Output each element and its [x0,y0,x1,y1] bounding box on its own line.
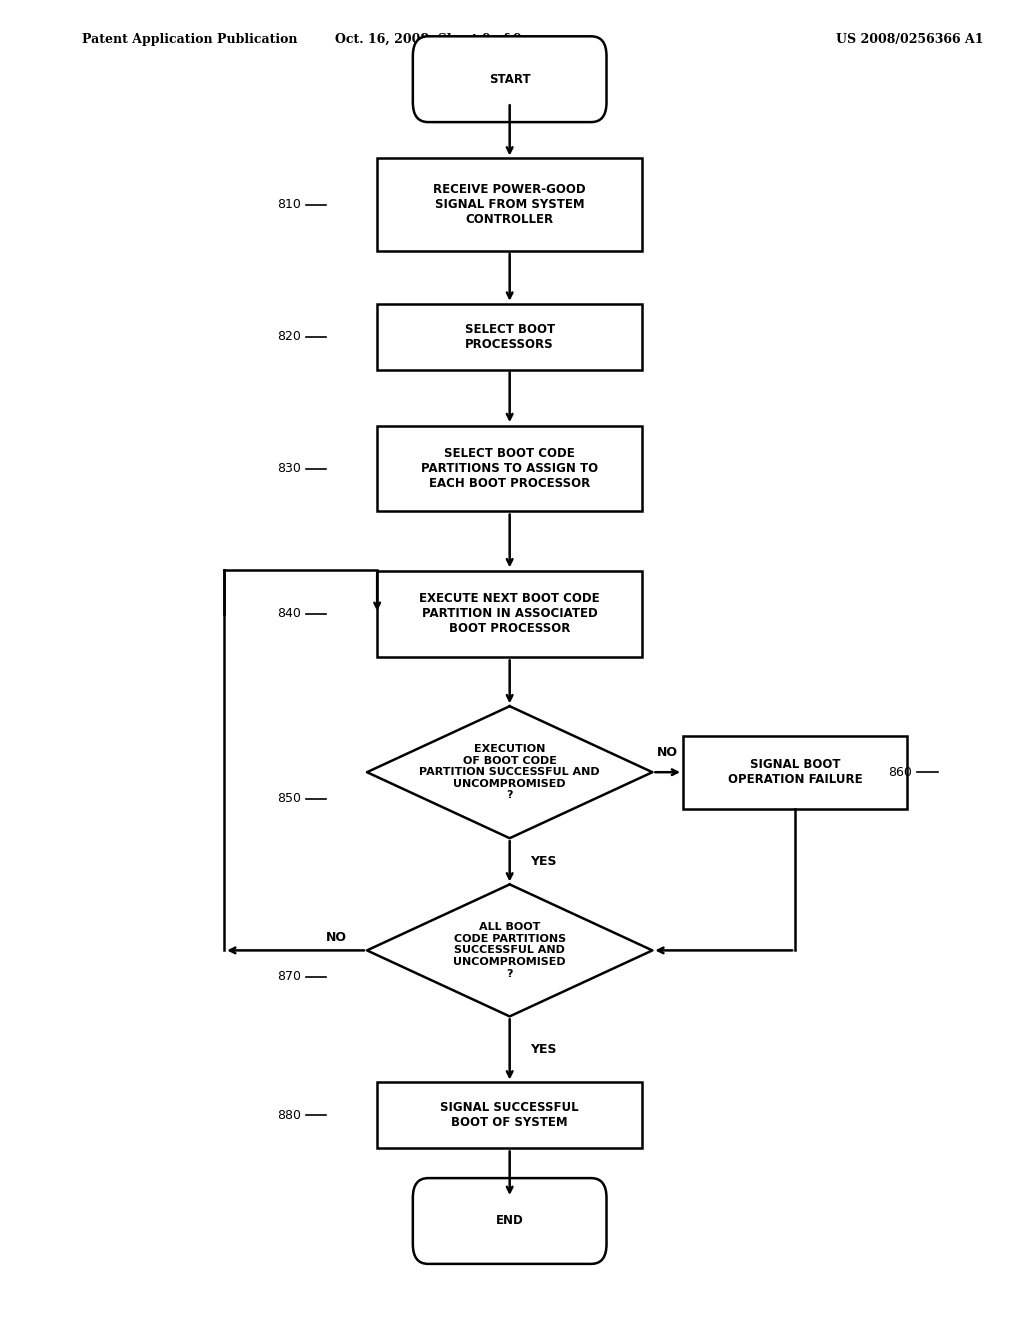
FancyBboxPatch shape [683,737,907,808]
Text: 880: 880 [276,1109,301,1122]
FancyBboxPatch shape [377,158,642,251]
Text: FIG. 8: FIG. 8 [466,59,553,86]
FancyBboxPatch shape [377,425,642,511]
FancyBboxPatch shape [413,37,606,123]
Text: EXECUTE NEXT BOOT CODE
PARTITION IN ASSOCIATED
BOOT PROCESSOR: EXECUTE NEXT BOOT CODE PARTITION IN ASSO… [420,593,600,635]
Text: END: END [496,1214,523,1228]
Text: SIGNAL SUCCESSFUL
BOOT OF SYSTEM: SIGNAL SUCCESSFUL BOOT OF SYSTEM [440,1101,579,1130]
FancyBboxPatch shape [413,1177,606,1265]
Text: 830: 830 [276,462,301,475]
FancyBboxPatch shape [377,304,642,370]
Text: 840: 840 [276,607,301,620]
Text: 810: 810 [276,198,301,211]
Text: Patent Application Publication: Patent Application Publication [82,33,297,46]
Text: YES: YES [530,1043,557,1056]
Text: SIGNAL BOOT
OPERATION FAILURE: SIGNAL BOOT OPERATION FAILURE [728,758,862,787]
Text: RECEIVE POWER-GOOD
SIGNAL FROM SYSTEM
CONTROLLER: RECEIVE POWER-GOOD SIGNAL FROM SYSTEM CO… [433,183,586,226]
Text: YES: YES [530,855,557,867]
Text: 820: 820 [276,330,301,343]
Text: NO: NO [326,931,346,944]
Text: 870: 870 [276,970,301,983]
Text: Oct. 16, 2008  Sheet 9 of 9: Oct. 16, 2008 Sheet 9 of 9 [335,33,521,46]
Text: ALL BOOT
CODE PARTITIONS
SUCCESSFUL AND
UNCOMPROMISED
?: ALL BOOT CODE PARTITIONS SUCCESSFUL AND … [454,923,566,978]
Text: START: START [488,73,530,86]
FancyBboxPatch shape [377,1082,642,1148]
Text: EXECUTION
OF BOOT CODE
PARTITION SUCCESSFUL AND
UNCOMPROMISED
?: EXECUTION OF BOOT CODE PARTITION SUCCESS… [420,744,600,800]
Text: SELECT BOOT
PROCESSORS: SELECT BOOT PROCESSORS [465,322,555,351]
Text: US 2008/0256366 A1: US 2008/0256366 A1 [836,33,983,46]
Text: 860: 860 [889,766,912,779]
Polygon shape [367,884,652,1016]
FancyBboxPatch shape [377,570,642,656]
Polygon shape [367,706,652,838]
Text: 850: 850 [276,792,301,805]
Text: NO: NO [657,746,678,759]
Text: SELECT BOOT CODE
PARTITIONS TO ASSIGN TO
EACH BOOT PROCESSOR: SELECT BOOT CODE PARTITIONS TO ASSIGN TO… [421,447,598,490]
